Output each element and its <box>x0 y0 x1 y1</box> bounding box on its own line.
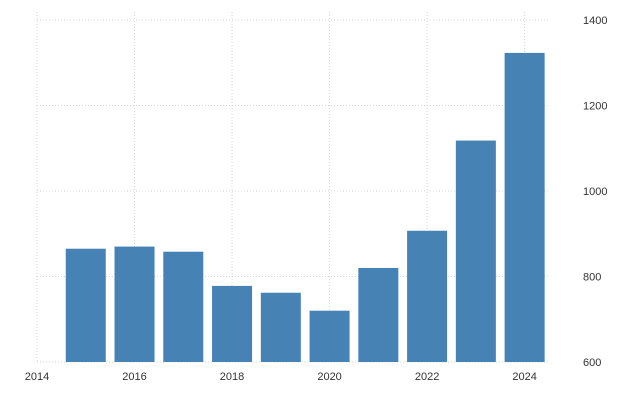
bar-2017[interactable] <box>163 251 204 362</box>
bar-2023[interactable] <box>455 140 496 362</box>
y-tick-label: 1400 <box>583 15 607 27</box>
x-tick-label: 2024 <box>512 371 536 383</box>
y-axis-ticks: 600 800 1000 1200 1400 <box>583 15 607 369</box>
x-tick-label: 2014 <box>25 371 49 383</box>
bar-2019[interactable] <box>260 292 301 362</box>
bar-2018[interactable] <box>212 285 253 362</box>
bar-2016[interactable] <box>114 246 155 362</box>
y-tick-label: 600 <box>583 357 601 369</box>
x-tick-label: 2018 <box>220 371 244 383</box>
bar-2015[interactable] <box>65 248 106 362</box>
bar-2020[interactable] <box>309 310 350 362</box>
y-tick-label: 800 <box>583 272 601 284</box>
bar-2022[interactable] <box>407 230 448 362</box>
x-axis-ticks: 2014 2016 2018 2020 2022 2024 <box>25 371 537 383</box>
x-tick-label: 2016 <box>122 371 146 383</box>
bar-2021[interactable] <box>358 267 399 362</box>
x-tick-label: 2020 <box>317 371 341 383</box>
bar-2024[interactable] <box>504 52 545 362</box>
bars <box>65 52 545 362</box>
x-tick-label: 2022 <box>415 371 439 383</box>
y-tick-label: 1000 <box>583 186 607 198</box>
y-tick-label: 1200 <box>583 101 607 113</box>
